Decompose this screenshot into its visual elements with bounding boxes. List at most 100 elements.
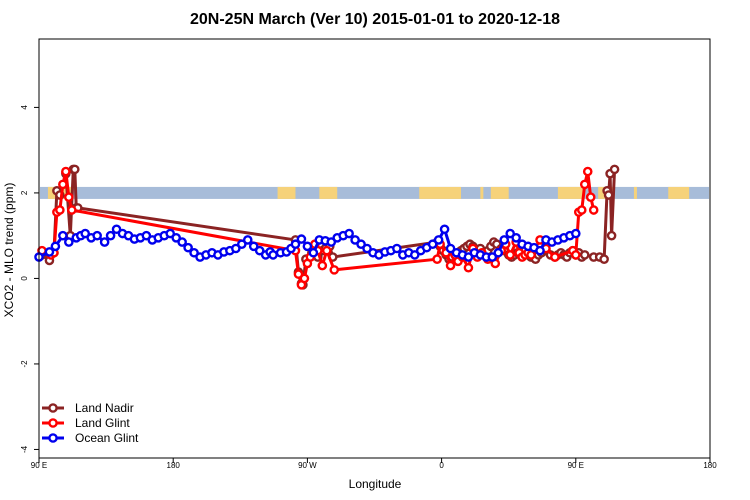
x-tick-label: 90 W bbox=[298, 461, 317, 470]
y-axis-label: XCO2 - MLO trend (ppm) bbox=[2, 183, 16, 318]
land-band-segment bbox=[633, 186, 637, 199]
data-point bbox=[344, 228, 354, 239]
data-point bbox=[308, 247, 319, 258]
data-point bbox=[582, 166, 593, 177]
y-tick-label: -4 bbox=[20, 445, 29, 453]
data-point bbox=[356, 239, 366, 250]
land-band-segment bbox=[557, 186, 584, 199]
data-point bbox=[293, 269, 304, 279]
data-point bbox=[236, 239, 247, 250]
data-point bbox=[321, 245, 332, 256]
data-point bbox=[80, 228, 91, 239]
data-point bbox=[141, 230, 152, 241]
x-tick-label: 90 E bbox=[568, 461, 584, 470]
data-point bbox=[571, 228, 581, 239]
data-point bbox=[505, 228, 515, 239]
data-point bbox=[585, 192, 596, 202]
data-point bbox=[505, 250, 515, 260]
land-band-segment bbox=[277, 186, 296, 199]
data-point bbox=[499, 235, 510, 245]
land-band-segment bbox=[490, 186, 509, 199]
data-point bbox=[50, 241, 61, 252]
data-point bbox=[254, 245, 265, 256]
data-point bbox=[92, 230, 102, 241]
data-point bbox=[576, 205, 587, 215]
data-point bbox=[571, 250, 581, 260]
data-point bbox=[409, 250, 420, 260]
plot-frame bbox=[38, 38, 711, 459]
land-band-segment bbox=[419, 186, 461, 199]
data-point bbox=[317, 260, 328, 271]
y-axis: -4 -2 0 2 4 bbox=[20, 105, 39, 453]
data-point bbox=[439, 224, 450, 235]
ocean-band bbox=[40, 186, 709, 199]
data-point bbox=[268, 250, 278, 260]
data-point bbox=[427, 239, 438, 250]
data-point bbox=[302, 241, 313, 252]
data-point bbox=[171, 233, 181, 243]
data-point bbox=[579, 179, 590, 190]
y-tick-label: -2 bbox=[20, 360, 29, 368]
series-land-glint bbox=[37, 166, 599, 290]
legend-label: Ocean Glint bbox=[75, 431, 139, 445]
legend-swatch-marker bbox=[48, 418, 58, 428]
land-band-segment bbox=[668, 186, 690, 199]
data-point bbox=[350, 235, 360, 245]
data-point bbox=[535, 245, 545, 256]
data-point bbox=[445, 260, 456, 271]
x-tick-label: 180 bbox=[167, 461, 181, 470]
data-point bbox=[329, 265, 340, 275]
data-point bbox=[242, 235, 253, 245]
x-tick-label: 0 bbox=[439, 461, 444, 470]
data-point bbox=[58, 179, 68, 190]
data-point bbox=[550, 252, 560, 262]
legend-swatch-marker bbox=[48, 403, 58, 413]
land-band-segment bbox=[319, 186, 338, 199]
legend-label: Land Glint bbox=[75, 416, 130, 430]
x-tick-label: 90 E bbox=[31, 461, 47, 470]
series-line bbox=[41, 167, 617, 287]
data-point bbox=[296, 234, 307, 244]
data-point bbox=[177, 237, 187, 247]
data-point bbox=[326, 237, 337, 247]
data-point bbox=[445, 243, 456, 254]
x-axis-label: Longitude bbox=[349, 477, 402, 491]
data-point bbox=[603, 190, 614, 200]
data-point bbox=[579, 250, 590, 260]
y-tick-label: 4 bbox=[20, 105, 29, 110]
data-point bbox=[290, 239, 301, 250]
data-point bbox=[599, 254, 609, 264]
data-point bbox=[44, 247, 55, 257]
data-point bbox=[165, 228, 176, 239]
data-point bbox=[487, 252, 498, 262]
chart-title: 20N-25N March (Ver 10) 2015-01-01 to 202… bbox=[190, 11, 560, 28]
series-layer bbox=[34, 164, 620, 290]
data-point bbox=[64, 237, 74, 247]
data-point bbox=[299, 273, 310, 284]
data-point bbox=[248, 241, 259, 252]
series-land-nadir bbox=[37, 164, 620, 290]
data-point bbox=[362, 243, 372, 254]
data-point bbox=[99, 237, 110, 247]
data-point bbox=[588, 205, 599, 215]
data-point bbox=[183, 242, 193, 253]
data-point bbox=[69, 164, 80, 175]
data-point bbox=[67, 205, 77, 215]
data-point bbox=[111, 224, 122, 235]
y-tick-label: 2 bbox=[20, 190, 29, 195]
data-point bbox=[58, 230, 68, 241]
legend-swatch-marker bbox=[48, 433, 58, 443]
x-axis: 90 E 180 90 W 0 90 E 180 bbox=[31, 458, 717, 470]
data-point bbox=[64, 192, 74, 202]
data-point bbox=[55, 205, 65, 215]
data-point bbox=[609, 164, 620, 175]
series-ocean-glint bbox=[34, 224, 581, 262]
data-point bbox=[511, 233, 521, 243]
land-band-segment bbox=[480, 186, 484, 199]
legend-label: Land Nadir bbox=[75, 401, 134, 415]
x-tick-label: 180 bbox=[703, 461, 717, 470]
data-point bbox=[231, 243, 241, 254]
data-point bbox=[463, 262, 474, 273]
